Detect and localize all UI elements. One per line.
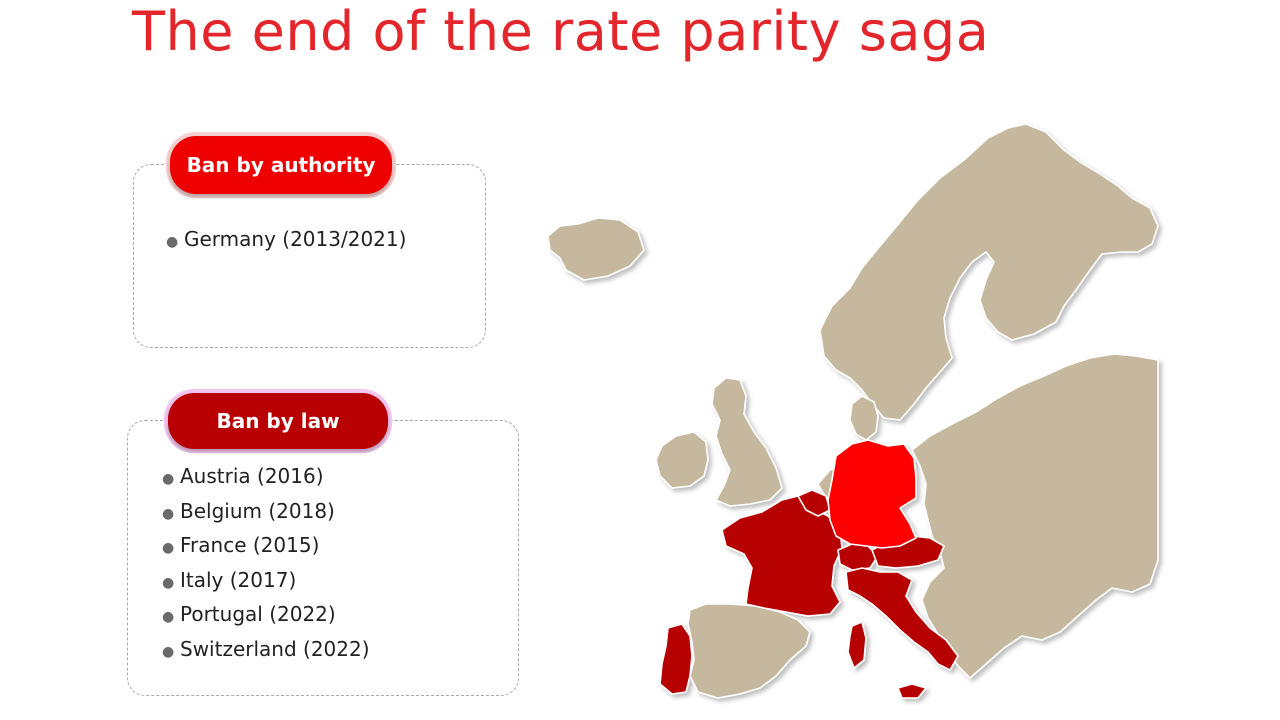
map-switzerland — [837, 543, 879, 571]
map-portugal — [659, 623, 693, 695]
bullet-icon: ● — [162, 609, 175, 625]
map-sicily — [897, 683, 927, 699]
map-eastern-europe — [911, 353, 1159, 679]
map-iceland — [547, 217, 645, 281]
bullet-icon: ● — [162, 643, 175, 660]
list-item: ● Belgium (2018) — [162, 494, 370, 529]
map-great-britain — [711, 377, 783, 507]
bullet-icon: ● — [162, 505, 175, 522]
map-denmark — [849, 395, 879, 441]
map-germany — [827, 439, 917, 549]
list-item: ● France (2015) — [162, 528, 370, 563]
map-france — [721, 495, 843, 617]
list-item: ● Germany (2013/2021) — [166, 222, 406, 257]
ban-by-authority-list: ● Germany (2013/2021) — [166, 222, 406, 257]
map-spain — [687, 603, 811, 699]
bullet-icon: ● — [162, 540, 175, 556]
ban-by-authority-panel — [133, 164, 486, 348]
list-item: ● Switzerland (2022) — [162, 632, 370, 667]
list-item: ● Italy (2017) — [162, 563, 370, 598]
map-scandinavia — [819, 123, 1159, 421]
ban-by-authority-label: Ban by authority — [170, 136, 392, 194]
list-item: ● Austria (2016) — [162, 459, 370, 494]
map-sardinia — [847, 621, 867, 669]
map-italy — [845, 567, 959, 671]
ban-by-law-panel — [127, 420, 519, 696]
ban-by-law-label: Ban by law — [168, 393, 388, 449]
bullet-icon: ● — [162, 471, 175, 487]
bullet-icon: ● — [162, 574, 175, 591]
list-item: ● Portugal (2022) — [162, 597, 370, 632]
bullet-icon: ● — [166, 234, 179, 250]
ban-by-law-list: ● Austria (2016) ● Belgium (2018) ● France … — [162, 459, 370, 666]
map-ireland — [655, 431, 709, 489]
page-title: The end of the rate parity saga — [132, 0, 990, 63]
